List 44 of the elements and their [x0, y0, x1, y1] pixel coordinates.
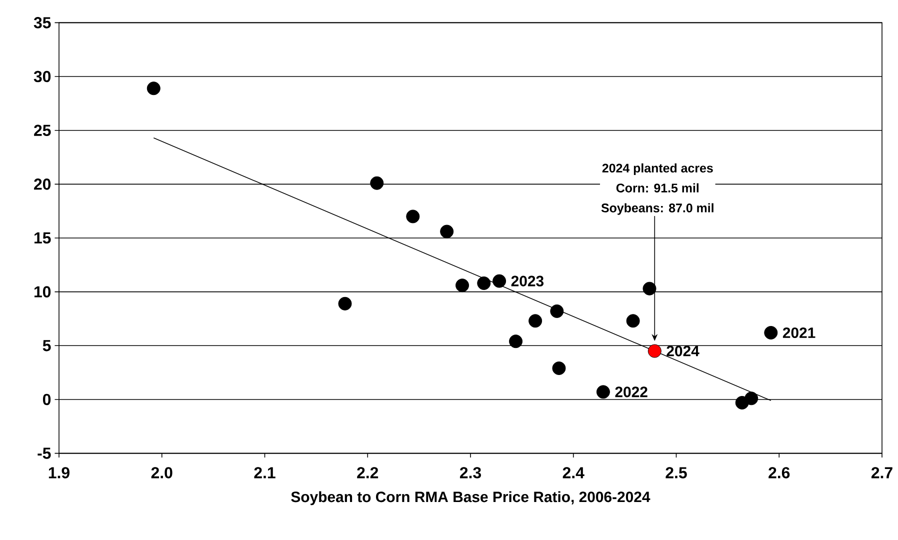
y-tick-label: 35 — [34, 17, 51, 28]
x-tick-label: 2.6 — [768, 467, 790, 478]
point — [552, 362, 566, 376]
point — [642, 282, 656, 296]
annotation: 2021 — [782, 327, 816, 338]
y-tick-label: -5 — [38, 448, 51, 459]
point — [509, 334, 523, 348]
y-tick-label: 0 — [42, 394, 51, 406]
annotation: 2022 — [615, 386, 648, 398]
annotation: 2023 — [511, 276, 544, 286]
y-tick-label: 30 — [34, 70, 51, 82]
point — [440, 224, 454, 238]
y-tick-label: 25 — [34, 124, 51, 136]
annotation: 2024 — [666, 346, 700, 356]
annotation: Soybeans: 87.0 mil — [601, 203, 714, 215]
point — [648, 344, 662, 358]
y-tick-label: 15 — [34, 232, 51, 244]
x-tick-label: 2.5 — [666, 467, 687, 478]
x-tick-label: 2.4 — [562, 467, 584, 478]
point — [550, 304, 564, 318]
point — [744, 392, 758, 406]
point — [456, 278, 470, 292]
point — [477, 276, 491, 290]
point — [406, 210, 420, 224]
x-tick-label: 2.7 — [871, 467, 892, 478]
point — [528, 314, 542, 328]
annotation: 2024 planted acres — [602, 163, 713, 175]
point — [370, 176, 384, 190]
x-tick-label: 2.1 — [254, 467, 276, 478]
x-tick-label: 2.0 — [151, 467, 172, 478]
x-axis-title: Soybean to Corn RMA Base Price Ratio, 2006-2024 — [291, 491, 650, 506]
point — [626, 314, 640, 328]
x-tick-label: 2.3 — [460, 467, 481, 478]
annotation: Corn: 91.5 mil — [616, 183, 699, 192]
x-tick-label: 2.2 — [357, 467, 378, 478]
point — [338, 296, 352, 310]
point — [146, 82, 160, 96]
y-tick-label: 20 — [34, 178, 51, 190]
y-tick-label: 10 — [34, 286, 51, 298]
point — [764, 326, 778, 340]
point — [596, 385, 610, 399]
point — [492, 274, 506, 288]
x-tick-label: 1.9 — [48, 467, 70, 478]
y-tick-label: 5 — [42, 340, 51, 352]
